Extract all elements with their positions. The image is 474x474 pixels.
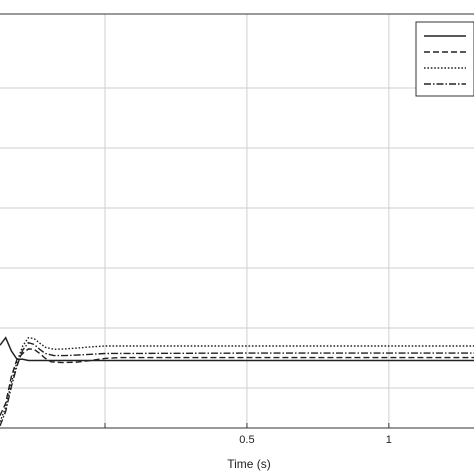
x-tick-labels: 0.5 1 bbox=[239, 434, 392, 446]
legend-box bbox=[415, 21, 474, 97]
series-line-2 bbox=[0, 348, 474, 416]
grid-lines bbox=[0, 13, 474, 429]
legend bbox=[415, 21, 474, 97]
x-tick-label: 0.5 bbox=[239, 434, 254, 446]
series-layer bbox=[0, 336, 474, 427]
x-axis-label: Time (s) bbox=[227, 457, 271, 471]
x-tick-label: 1 bbox=[386, 434, 392, 446]
series-line-3 bbox=[0, 336, 474, 423]
series-line-4 bbox=[0, 341, 474, 427]
series-line-1 bbox=[0, 336, 474, 362]
